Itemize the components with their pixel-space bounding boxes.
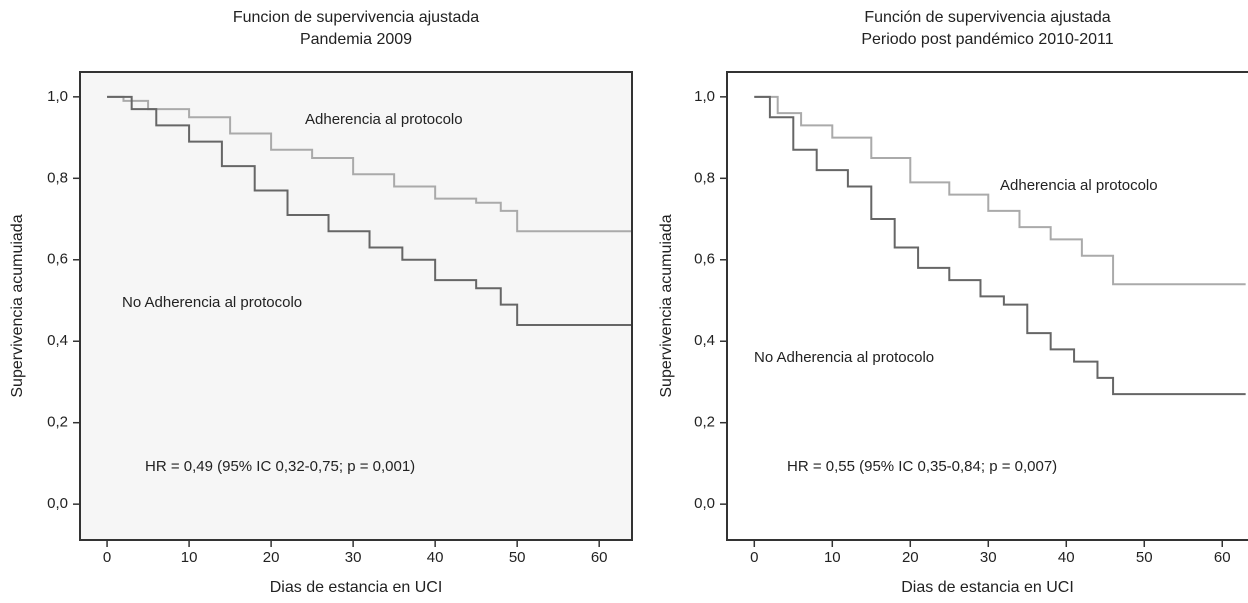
x-tick-label: 20 — [263, 549, 280, 566]
y-tick-label: 0,6 — [47, 251, 68, 268]
series-label: Adherencia al protocolo — [305, 111, 463, 128]
plot-background — [80, 72, 632, 540]
y-tick-label: 0,4 — [47, 332, 68, 349]
plot-frame — [79, 71, 633, 541]
x-tick-label: 60 — [1214, 549, 1231, 566]
y-axis-label: Supervivencia acumuiada — [658, 214, 675, 397]
survival-curve — [107, 95, 632, 326]
chart-title: Función de supervivencia ajustada — [864, 9, 1110, 26]
chart-subtitle: Pandemia 2009 — [300, 31, 412, 48]
y-tick-label: 0,0 — [694, 495, 715, 512]
series-label: No Adherencia al protocolo — [122, 294, 302, 311]
x-tick-label: 0 — [103, 549, 111, 566]
series-label: No Adherencia al protocolo — [754, 349, 934, 366]
y-tick-label: 0,6 — [694, 251, 715, 268]
x-tick-label: 0 — [750, 549, 758, 566]
x-tick-label: 50 — [509, 549, 526, 566]
y-tick-label: 1,0 — [694, 88, 715, 105]
y-tick-label: 0,0 — [47, 495, 68, 512]
survival-curve — [754, 95, 1246, 396]
y-tick-label: 0,8 — [694, 169, 715, 186]
x-tick-label: 40 — [1058, 549, 1075, 566]
y-axis-label: Supervivencia acumuiada — [9, 214, 26, 397]
annotation: HR = 0,49 (95% IC 0,32-0,75; p = 0,001) — [145, 458, 415, 475]
y-tick-label: 0,2 — [694, 414, 715, 431]
y-tick-label: 1,0 — [47, 88, 68, 105]
y-tick-label: 0,2 — [47, 414, 68, 431]
x-tick-label: 30 — [980, 549, 997, 566]
survival-curve — [754, 95, 1246, 286]
x-tick-label: 10 — [181, 549, 198, 566]
y-tick-label: 0,8 — [47, 169, 68, 186]
x-tick-label: 50 — [1136, 549, 1153, 566]
plot-frame — [726, 71, 1248, 541]
x-tick-label: 10 — [824, 549, 841, 566]
series-label: Adherencia al protocolo — [1000, 177, 1158, 194]
x-axis-label: Dias de estancia en UCI — [270, 579, 443, 596]
x-tick-label: 30 — [345, 549, 362, 566]
chart-subtitle: Periodo post pandémico 2010-2011 — [861, 31, 1113, 48]
x-tick-label: 40 — [427, 549, 444, 566]
x-tick-label: 60 — [591, 549, 608, 566]
x-tick-label: 20 — [902, 549, 919, 566]
y-tick-label: 0,4 — [694, 332, 715, 349]
annotation: HR = 0,55 (95% IC 0,35-0,84; p = 0,007) — [787, 458, 1057, 475]
chart-title: Funcion de supervivencia ajustada — [233, 9, 479, 26]
x-axis-label: Dias de estancia en UCI — [901, 579, 1074, 596]
